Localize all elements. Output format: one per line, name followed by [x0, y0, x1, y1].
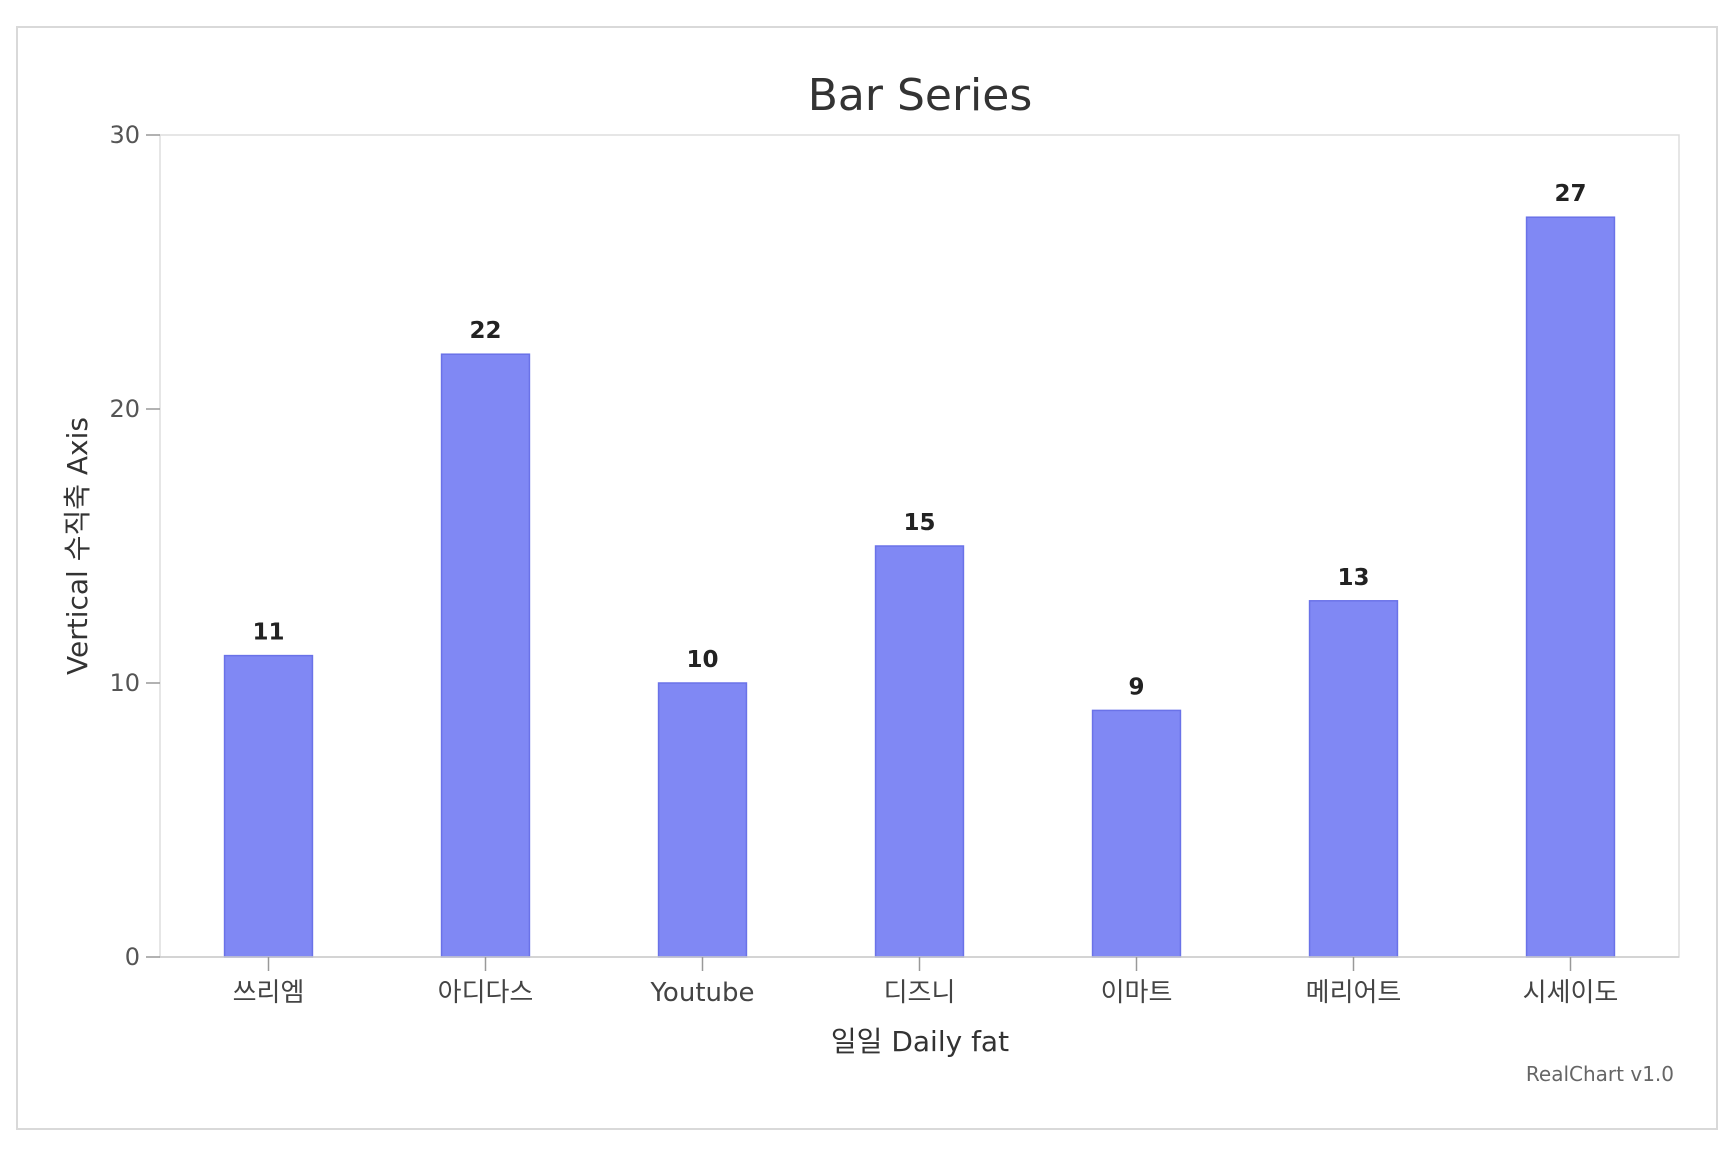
data-label: 27 [1554, 181, 1586, 207]
chart-title: Bar Series [808, 70, 1033, 121]
data-labels: 11 22 10 15 9 13 27 [252, 181, 1586, 700]
y-axis-title: Vertical 수직축 Axis [61, 417, 94, 675]
x-tick-label: Youtube [650, 978, 755, 1008]
y-tick-label: 10 [109, 669, 140, 697]
data-label: 13 [1337, 565, 1369, 591]
x-tick-label: 디즈니 [884, 978, 956, 1008]
bar[interactable] [1091, 709, 1182, 958]
x-tick-label: 메리어트 [1306, 978, 1402, 1008]
bar[interactable] [657, 682, 748, 958]
y-axis: 0 10 20 30 [109, 121, 160, 971]
data-label: 15 [903, 510, 935, 536]
bars [223, 216, 1616, 958]
bar[interactable] [1308, 600, 1399, 958]
bar[interactable] [874, 545, 965, 958]
y-tick-label: 30 [109, 121, 140, 149]
bar[interactable] [440, 353, 531, 958]
x-tick-label: 아디다스 [438, 978, 534, 1008]
x-tick-label: 이마트 [1101, 978, 1173, 1008]
x-axis-title: 일일 Daily fat [831, 1025, 1009, 1058]
bar[interactable] [1525, 216, 1616, 958]
data-label: 9 [1128, 674, 1144, 700]
data-label: 22 [469, 318, 501, 344]
data-label: 10 [686, 647, 718, 673]
bar[interactable] [223, 654, 314, 958]
x-axis: 쓰리엠 아디다스 Youtube 디즈니 이마트 메리어트 시세이도 [160, 956, 1679, 1008]
data-label: 11 [252, 620, 284, 646]
x-tick-label: 시세이도 [1523, 978, 1619, 1008]
x-tick-label: 쓰리엠 [233, 978, 305, 1008]
credit-label: RealChart v1.0 [1526, 1062, 1674, 1086]
y-tick-label: 20 [109, 395, 140, 423]
y-tick-label: 0 [125, 943, 140, 971]
